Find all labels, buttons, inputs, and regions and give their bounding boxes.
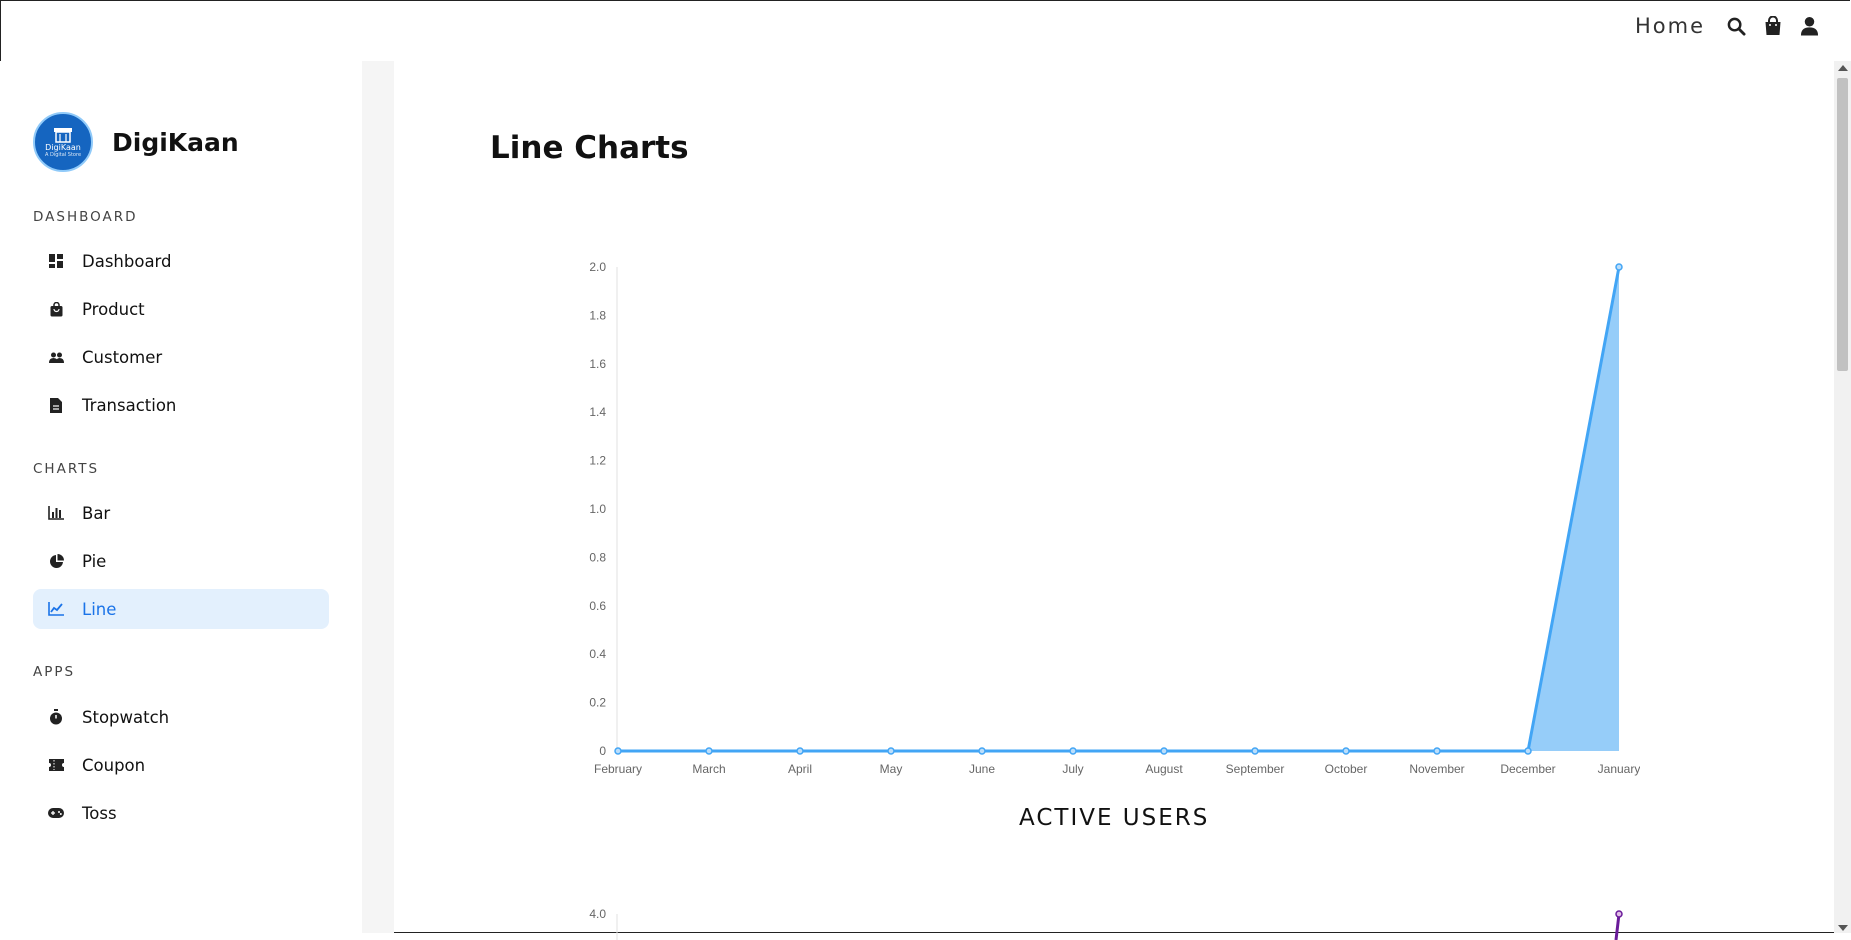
data-point (1160, 747, 1168, 755)
brand-logo: DigiKaan A Digital Store (33, 112, 93, 172)
user-icon[interactable] (1800, 16, 1819, 36)
x-tick-label: June (969, 762, 995, 776)
y-tick-label: 1.2 (589, 454, 606, 468)
data-point (1433, 747, 1441, 755)
series-line (618, 266, 1621, 753)
bar-chart-icon (48, 505, 64, 521)
sidebar-item-label: Product (82, 299, 145, 319)
data-point (1342, 747, 1350, 755)
x-tick-label: May (880, 762, 903, 776)
scroll-up-arrow-icon[interactable] (1838, 65, 1848, 71)
x-tick-label: February (594, 762, 642, 776)
brand[interactable]: DigiKaan A Digital Store DigiKaan (33, 112, 239, 172)
sidebar-item-toss[interactable]: Toss (33, 793, 329, 833)
data-point (705, 747, 713, 755)
sidebar-item-line[interactable]: Line (33, 589, 329, 629)
sidebar-item-label: Pie (82, 551, 107, 571)
brand-name: DigiKaan (112, 127, 239, 157)
section-title-charts: CHARTS (33, 461, 100, 477)
sidebar-item-label: Coupon (82, 755, 146, 775)
sidebar-item-product[interactable]: Product (33, 289, 329, 329)
x-tick-label: August (1145, 762, 1183, 776)
cart-icon[interactable] (1764, 16, 1782, 36)
y-tick-label: 0.2 (589, 696, 606, 710)
data-point (796, 747, 804, 755)
logo-text: DigiKaan (45, 142, 81, 152)
page-title: Line Charts (490, 130, 689, 166)
pie-chart-icon (48, 553, 64, 569)
data-point (1615, 910, 1623, 918)
x-tick-label: October (1325, 762, 1368, 776)
x-tick-label: December (1500, 762, 1555, 776)
x-tick-label: January (1598, 762, 1640, 776)
y-tick-label: 4.0 (589, 907, 606, 921)
people-icon (48, 349, 64, 365)
document-icon (48, 397, 64, 413)
sidebar-item-label: Dashboard (82, 251, 172, 271)
coupon-icon (48, 757, 64, 773)
data-point (978, 747, 986, 755)
sidebar-item-label: Transaction (82, 395, 177, 415)
y-tick-label: 1.6 (589, 357, 606, 371)
stopwatch-icon (48, 709, 64, 725)
x-tick-label: September (1226, 762, 1285, 776)
sidebar-item-label: Bar (82, 503, 111, 523)
data-point (1251, 747, 1259, 755)
x-tick-label: April (788, 762, 812, 776)
y-tick-label: 0.8 (589, 550, 606, 564)
top-nav: Home (1635, 14, 1819, 38)
data-point (614, 747, 622, 755)
logo-subtext: A Digital Store (44, 151, 82, 158)
data-point (1615, 263, 1623, 271)
y-tick-label: 0.6 (589, 599, 606, 613)
y-tick-label: 1.4 (589, 405, 606, 419)
x-tick-label: July (1062, 762, 1083, 776)
data-point (887, 747, 895, 755)
sidebar-item-customer[interactable]: Customer (33, 337, 329, 377)
shopping-bag-icon (48, 301, 64, 317)
second-line-chart: 4.0 (589, 907, 1623, 940)
search-icon[interactable] (1727, 17, 1746, 36)
y-tick-label: 2.0 (589, 260, 606, 274)
sidebar-item-label: Stopwatch (82, 707, 170, 727)
sidebar-item-pie[interactable]: Pie (33, 541, 329, 581)
sidebar-gutter (362, 61, 394, 933)
gamepad-icon (48, 805, 64, 821)
data-point (1524, 747, 1532, 755)
area-fill (618, 267, 1619, 751)
sidebar-item-transaction[interactable]: Transaction (33, 385, 329, 425)
active-users-chart: 0 0.2 0.4 0.6 0.8 1.0 1.2 1.4 1.6 1.8 2.0 February M… (589, 260, 1640, 776)
y-tick-label: 0.4 (589, 647, 606, 661)
storefront-icon (54, 127, 72, 143)
chart-caption: ACTIVE USERS (1019, 805, 1210, 831)
sidebar-item-coupon[interactable]: Coupon (33, 745, 329, 785)
line-chart-icon (48, 601, 64, 617)
sidebar-item-label: Toss (82, 803, 117, 823)
sidebar-item-dashboard[interactable]: Dashboard (33, 241, 329, 281)
sidebar-item-label: Customer (82, 347, 163, 367)
vertical-scrollbar[interactable] (1834, 61, 1851, 933)
y-tick-label: 0 (599, 744, 606, 758)
data-point (1069, 747, 1077, 755)
x-tick-label: November (1409, 762, 1464, 776)
sidebar: DigiKaan A Digital Store DigiKaan DASHBO… (0, 61, 362, 933)
section-title-apps: APPS (33, 664, 76, 680)
x-tick-label: March (692, 762, 725, 776)
dashboard-icon (48, 253, 64, 269)
scroll-down-arrow-icon[interactable] (1838, 925, 1848, 931)
sidebar-item-label: Line (82, 599, 117, 619)
scrollbar-thumb[interactable] (1837, 78, 1848, 371)
y-tick-label: 1.0 (589, 502, 606, 516)
home-link[interactable]: Home (1634, 14, 1705, 38)
y-tick-label: 1.8 (589, 308, 606, 322)
sidebar-item-bar[interactable]: Bar (33, 493, 329, 533)
section-title-dashboard: DASHBOARD (33, 209, 138, 225)
sidebar-item-stopwatch[interactable]: Stopwatch (33, 697, 329, 737)
series-line (1614, 913, 1621, 940)
